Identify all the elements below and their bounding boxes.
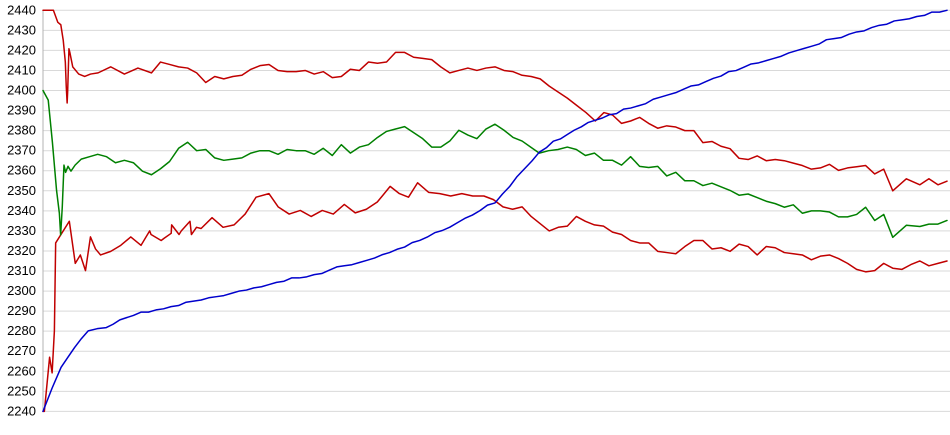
svg-text:2300: 2300 (7, 283, 36, 298)
svg-text:2310: 2310 (7, 263, 36, 278)
svg-text:2430: 2430 (7, 22, 36, 37)
svg-text:2260: 2260 (7, 363, 36, 378)
svg-text:2250: 2250 (7, 383, 36, 398)
svg-text:2410: 2410 (7, 62, 36, 77)
svg-text:2380: 2380 (7, 123, 36, 138)
svg-text:2400: 2400 (7, 83, 36, 98)
svg-text:2270: 2270 (7, 343, 36, 358)
svg-text:2290: 2290 (7, 303, 36, 318)
svg-text:2370: 2370 (7, 143, 36, 158)
svg-text:2420: 2420 (7, 42, 36, 57)
svg-text:2320: 2320 (7, 243, 36, 258)
svg-text:2240: 2240 (7, 403, 36, 418)
svg-text:2360: 2360 (7, 163, 36, 178)
svg-text:2280: 2280 (7, 323, 36, 338)
svg-text:2330: 2330 (7, 223, 36, 238)
svg-text:2440: 2440 (7, 2, 36, 17)
svg-text:2340: 2340 (7, 203, 36, 218)
svg-text:2390: 2390 (7, 103, 36, 118)
svg-text:2350: 2350 (7, 183, 36, 198)
